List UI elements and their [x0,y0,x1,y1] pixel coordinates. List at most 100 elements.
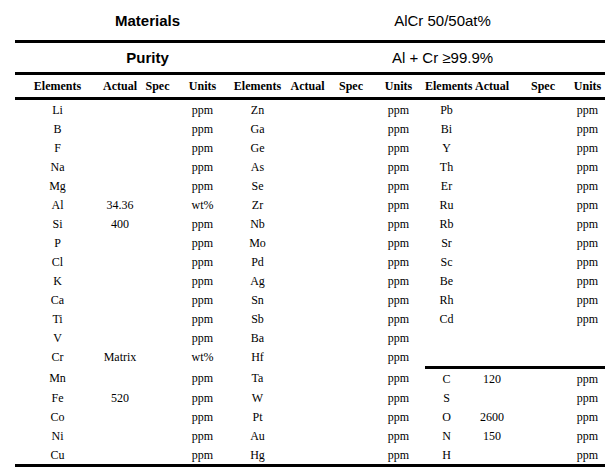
cell-actual-g1: Matrix [100,347,140,368]
table-row: PppmMoppmSrppm [15,233,605,252]
materials-value: AlCr 50/50at% [280,0,605,40]
table-row: BppmGappmBippm [15,119,605,138]
cell-element-g1: Co [15,407,100,426]
cell-actual-g2 [285,157,330,176]
cell-actual-g1: 34.36 [100,195,140,214]
cell-actual-g1: 400 [100,214,140,233]
cell-element-g1: Cu [15,445,100,466]
cell-actual-g3 [468,388,516,407]
cell-element-g2: Pd [230,252,285,271]
cell-spec-g2 [330,157,372,176]
cell-element-g2: Ge [230,138,285,157]
cell-actual-g1 [100,138,140,157]
cell-element-g2: Nb [230,214,285,233]
cell-element-g3: Cd [425,309,468,328]
cell-actual-g1 [100,252,140,271]
cell-actual-g2 [285,214,330,233]
cell-actual-g2 [285,119,330,138]
cell-element-g1: Ti [15,309,100,328]
cell-units-g1: ppm [175,157,230,176]
cell-element-g1: V [15,328,100,347]
cell-actual-g1 [100,271,140,290]
cell-spec-g3 [516,407,570,426]
cell-actual-g3 [468,271,516,290]
cell-spec-g2 [330,271,372,290]
cell-units-g3: ppm [570,388,605,407]
cell-units-g1: ppm [175,252,230,271]
cell-actual-g1 [100,368,140,389]
cell-spec-g3 [516,368,570,389]
cell-element-g1: P [15,233,100,252]
cell-units-g1: wt% [175,347,230,368]
cell-actual-g3 [468,309,516,328]
cell-actual-g3: 150 [468,426,516,445]
cell-units-g1: ppm [175,271,230,290]
cell-element-g1: B [15,119,100,138]
cell-element-g2: Ag [230,271,285,290]
cell-actual-g1 [100,426,140,445]
cell-actual-g2 [285,290,330,309]
cell-spec-g1 [140,99,175,120]
cell-element-g2: Ga [230,119,285,138]
cell-spec-g2 [330,252,372,271]
table-row: FppmGeppmYppm [15,138,605,157]
cell-element-g2: Zr [230,195,285,214]
cell-actual-g2 [285,195,330,214]
cell-units-g1: ppm [175,138,230,157]
cell-units-g2: ppm [372,328,425,347]
cell-units-g1: ppm [175,214,230,233]
cell-units-g2: ppm [372,426,425,445]
cell-actual-g3 [468,252,516,271]
cell-units-g3: ppm [570,252,605,271]
cell-element-g2: Sn [230,290,285,309]
cell-actual-g1 [100,157,140,176]
cell-actual-g3 [468,214,516,233]
cell-spec-g1 [140,445,175,466]
cell-element-g1: Al [15,195,100,214]
table-row: CoppmPtppmO2600ppm [15,407,605,426]
purity-value: Al + Cr ≥99.9% [280,43,605,72]
cell-element-g1: K [15,271,100,290]
cell-element-g3: Be [425,271,468,290]
column-header-actual-g2: Actual [285,75,330,99]
cell-element-g1: Cl [15,252,100,271]
cell-actual-g2 [285,138,330,157]
cell-units-g1: ppm [175,388,230,407]
cell-units-g1: ppm [175,290,230,309]
column-header-row: ElementsActualSpecUnitsElementsActualSpe… [15,75,605,99]
cell-element-g2: Se [230,176,285,195]
cell-actual-g3 [468,328,516,347]
cell-actual-g2 [285,328,330,347]
cell-units-g2: ppm [372,138,425,157]
column-header-element-g1: Elements [15,75,100,99]
column-header-element-g2: Elements [230,75,285,99]
cell-spec-g1 [140,138,175,157]
cell-spec-g2 [330,195,372,214]
cell-spec-g1 [140,347,175,368]
cell-actual-g3 [468,445,516,466]
table-row: NappmAsppmThppm [15,157,605,176]
table-row: ClppmPdppmScppm [15,252,605,271]
table-row: KppmAgppmBeppm [15,271,605,290]
cell-spec-g1 [140,309,175,328]
cell-element-g1: Na [15,157,100,176]
cell-element-g3: Rh [425,290,468,309]
cell-actual-g2 [285,368,330,389]
cell-spec-g2 [330,99,372,120]
cell-units-g2: ppm [372,233,425,252]
cell-actual-g1: 520 [100,388,140,407]
cell-actual-g3 [468,195,516,214]
table-row: MnppmTappmC120ppm [15,368,605,389]
cell-spec-g2 [330,309,372,328]
cell-element-g3: Y [425,138,468,157]
cell-units-g1: wt% [175,195,230,214]
column-header-actual-g1: Actual [100,75,140,99]
cell-element-g3: Er [425,176,468,195]
cell-units-g3: ppm [570,233,605,252]
cell-spec-g3 [516,99,570,120]
cell-units-g3: ppm [570,195,605,214]
cell-element-g3: Sr [425,233,468,252]
cell-element-g2: Pt [230,407,285,426]
cell-spec-g1 [140,271,175,290]
cell-element-g2: Hg [230,445,285,466]
